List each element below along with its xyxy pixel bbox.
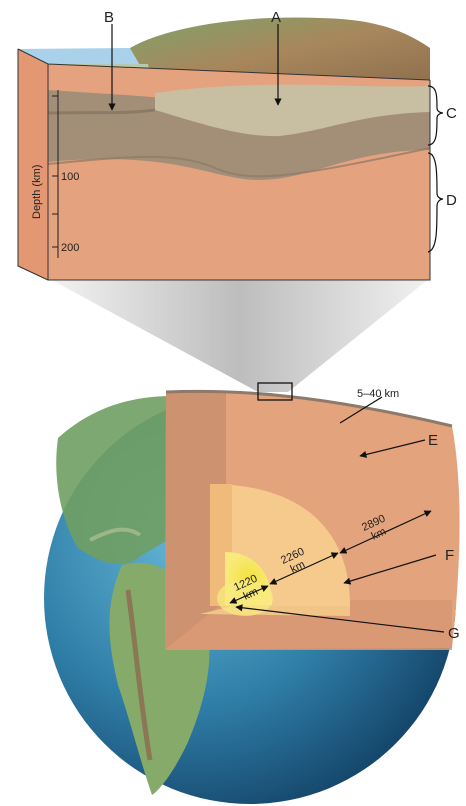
label-c: C (446, 105, 457, 122)
depth-axis-title: Depth (km) (31, 165, 43, 219)
ocean-surface (18, 48, 148, 64)
crust-selection-box (257, 382, 293, 401)
pointer-g (235, 604, 445, 633)
pointer-e (359, 439, 426, 458)
label-g: G (448, 625, 460, 642)
label-a: A (271, 9, 281, 26)
globe (44, 382, 460, 804)
label-e: E (428, 432, 438, 449)
mantle-dimension-arrow (339, 510, 432, 554)
brace-d (427, 152, 444, 253)
continental-crust-layer (155, 84, 430, 137)
depth-tick-label-100: 100 (61, 171, 79, 183)
crust-thickness-label: 5–40 km (357, 388, 399, 400)
depth-tick-label-200: 200 (61, 242, 79, 254)
label-f: F (445, 547, 454, 564)
pointer-f (343, 554, 437, 585)
zoom-cone (48, 278, 430, 392)
mantle-base-line (47, 147, 431, 178)
caribbean-land (89, 527, 142, 542)
andes-ridge (125, 589, 153, 761)
land-surface (130, 17, 430, 86)
outer-core-dimension-arrow (269, 552, 339, 585)
depth-axis: Depth (km) 100 200 (31, 90, 79, 258)
outer-core-dimension-unit: km (289, 559, 307, 576)
pointer-crust-thickness (339, 396, 383, 424)
mantle-dimension-unit: km (370, 526, 388, 543)
crust-outline (165, 389, 453, 428)
inner-core-dimension-arrow (229, 585, 269, 604)
crust-block (17, 17, 431, 281)
block-outline (17, 48, 431, 281)
brace-c (427, 85, 444, 146)
block-side-face (18, 49, 48, 280)
inner-core-dimension-unit: km (242, 586, 260, 603)
label-d: D (446, 192, 457, 209)
ocean-crust-line (47, 108, 156, 115)
label-b: B (104, 9, 114, 26)
